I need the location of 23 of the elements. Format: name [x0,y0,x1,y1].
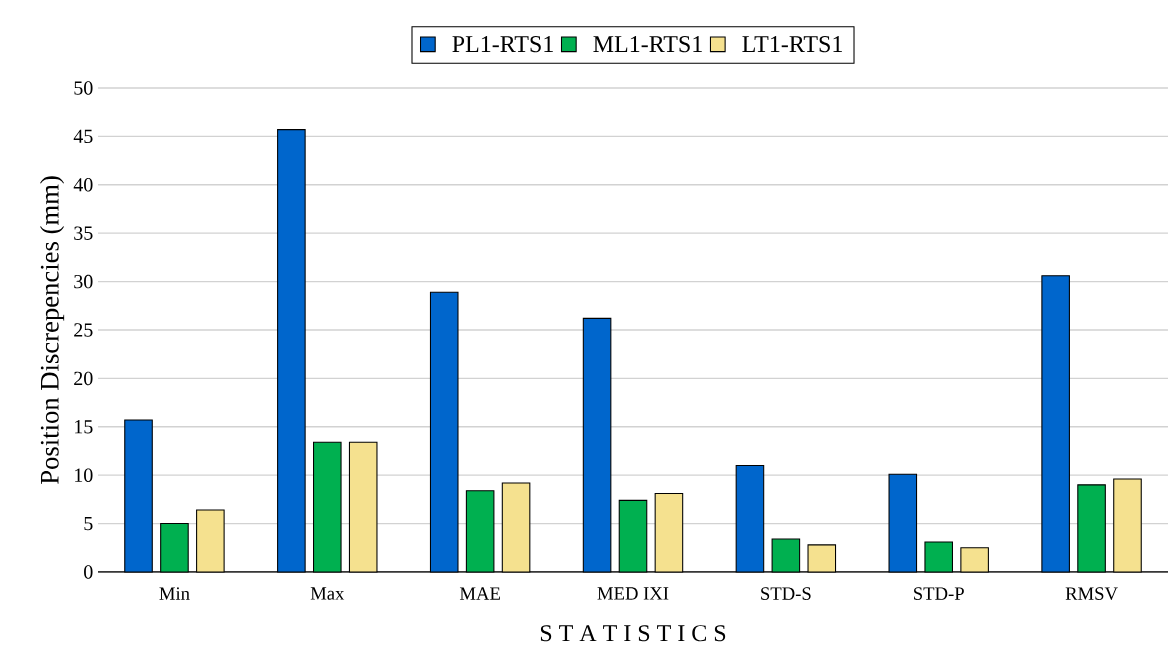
legend-label: LT1-RTS1 [742,36,842,53]
y-tick-label: 30 [74,274,93,289]
y-tick-label: 35 [74,226,93,240]
legend-label: PL1-RTS1 [452,36,553,53]
x-tick-label: STD-P [914,587,964,600]
y-tick-label: 45 [73,129,93,144]
y-tick-label: 20 [74,371,93,386]
y-tick-label: 5 [84,516,93,531]
x-tick-label: MED IXI [597,587,669,600]
x-tick-label: RMSV [1065,587,1118,601]
y-tick-label: 25 [74,323,93,337]
y-tick-label: 0 [84,565,93,579]
x-tick-label: Max [310,587,345,600]
legend-label: ML1-RTS1 [593,36,702,53]
y-axis-title: Position Discrepencies (mm) [39,176,65,484]
y-tick-label: 40 [73,178,93,192]
x-tick-label: STD-S [761,587,811,600]
y-tick-label: 50 [74,81,93,95]
x-axis-title: S T A T I S T I C S [540,625,726,642]
x-tick-label: Min [159,587,190,600]
y-tick-label: 15 [75,420,93,434]
y-tick-label: 10 [75,468,93,482]
x-tick-label: MAE [459,587,500,600]
